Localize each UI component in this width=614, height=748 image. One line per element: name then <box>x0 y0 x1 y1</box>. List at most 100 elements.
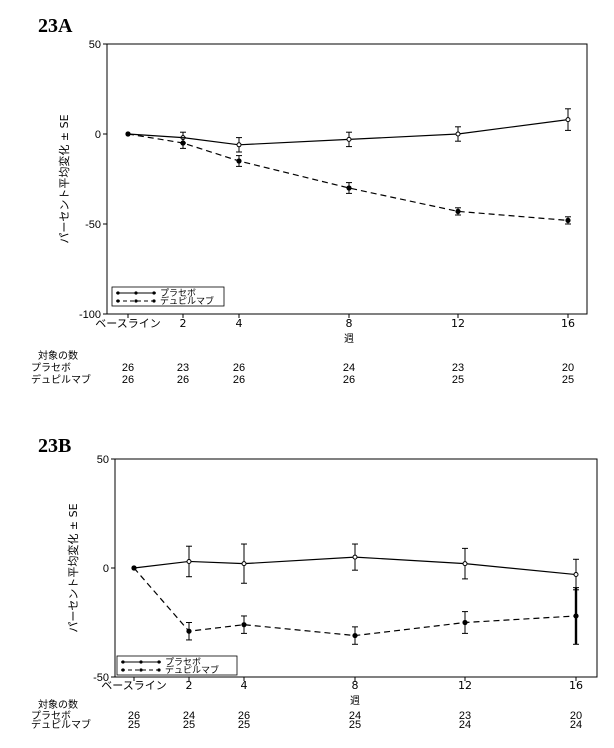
data-point <box>565 117 571 123</box>
legend-marker <box>134 291 138 295</box>
data-point <box>455 131 461 137</box>
n-table-cell: 26 <box>233 374 245 386</box>
x-axis-label: 週 <box>350 695 360 707</box>
n-table-cell: 20 <box>562 362 574 374</box>
y-tick-label: 50 <box>89 39 101 51</box>
panel-label: 23B <box>38 435 71 457</box>
data-point <box>236 142 242 148</box>
n-table-cell: 23 <box>452 362 464 374</box>
n-table-cell: 26 <box>343 374 355 386</box>
legend-label-0: プラセボ <box>160 288 196 299</box>
n-table-cell: 26 <box>122 374 134 386</box>
legend-label-1: デュピルマブ <box>165 664 219 676</box>
legend-marker <box>116 291 120 295</box>
y-axis-label: パーセント平均変化 ± SE <box>57 114 71 243</box>
data-point <box>352 632 358 639</box>
x-tick-label: ベースライン <box>101 679 166 692</box>
n-table-cell: 25 <box>562 374 574 386</box>
n-table-cell: 25 <box>128 719 140 731</box>
legend-marker <box>116 299 120 303</box>
x-tick-label: 12 <box>451 317 465 330</box>
data-point <box>462 561 468 567</box>
n-table-cell: 26 <box>238 710 250 722</box>
legend-marker <box>152 291 156 295</box>
series-line-1 <box>127 133 569 221</box>
x-tick-label: 8 <box>352 679 359 692</box>
data-point <box>186 558 192 564</box>
legend-label-1: デュピルマブ <box>160 295 214 307</box>
series-line-1 <box>133 567 577 637</box>
y-tick-label: -50 <box>93 672 109 684</box>
data-point <box>346 136 352 142</box>
series-line-0 <box>133 556 577 576</box>
data-point <box>241 622 247 628</box>
n-table-row-label: プラセボ <box>31 710 71 722</box>
x-tick-label: ベースライン <box>95 317 160 330</box>
n-table-cell: 26 <box>177 374 189 386</box>
data-point <box>236 158 242 164</box>
n-table-cell: 25 <box>452 374 464 386</box>
y-tick-label: 50 <box>97 454 109 466</box>
n-table-label: 対象の数 <box>38 349 78 362</box>
y-tick-label: 0 <box>95 129 101 141</box>
x-tick-label: 16 <box>561 317 575 330</box>
n-table-cell: 24 <box>349 710 361 722</box>
legend-marker <box>157 668 161 672</box>
n-table-cell: 23 <box>459 710 471 722</box>
legend-marker <box>121 668 125 672</box>
n-table-row-label: デュピルマブ <box>31 718 91 731</box>
n-table-cell: 20 <box>570 710 582 722</box>
n-table-cell: 25 <box>183 719 195 731</box>
legend-marker <box>139 668 143 672</box>
n-table-label: 対象の数 <box>38 698 78 711</box>
data-point <box>565 217 571 223</box>
x-tick-label: 12 <box>458 679 472 692</box>
x-tick-label: 2 <box>180 317 187 330</box>
y-tick-label: -100 <box>79 309 101 321</box>
legend-box <box>116 655 238 676</box>
legend-marker <box>121 660 125 664</box>
legend-marker <box>134 299 138 303</box>
series-line-0 <box>127 119 569 146</box>
n-table-cell: 25 <box>238 719 250 731</box>
data-point <box>573 572 579 578</box>
legend-label-0: プラセボ <box>165 657 201 668</box>
data-point <box>131 565 137 571</box>
data-point <box>352 554 358 560</box>
n-table-cell: 26 <box>128 710 140 722</box>
panel-label: 23A <box>38 15 73 37</box>
plot-frame <box>106 43 588 315</box>
data-point <box>573 613 579 619</box>
data-point <box>186 628 192 634</box>
data-point <box>462 619 468 626</box>
n-table-cell: 25 <box>349 719 361 731</box>
n-table-cell: 24 <box>183 710 195 722</box>
data-point <box>125 131 131 137</box>
n-table-row-label: プラセボ <box>31 362 71 374</box>
data-point <box>346 185 352 191</box>
n-table-cell: 24 <box>343 362 355 374</box>
x-tick-label: 4 <box>241 679 248 692</box>
x-tick-label: 8 <box>346 317 353 330</box>
data-point <box>455 208 461 214</box>
n-table-cell: 24 <box>459 719 471 731</box>
n-table-cell: 24 <box>570 719 582 731</box>
y-tick-label: -50 <box>85 219 101 231</box>
n-table-cell: 23 <box>177 362 189 374</box>
data-point <box>180 140 186 146</box>
x-tick-label: 2 <box>186 679 193 692</box>
n-table-cell: 26 <box>233 362 245 374</box>
x-axis-label: 週 <box>344 333 354 345</box>
data-point <box>241 561 247 567</box>
x-tick-label: 16 <box>569 679 583 692</box>
legend-marker <box>152 299 156 303</box>
x-tick-label: 4 <box>236 317 243 330</box>
y-axis-label: パーセント平均変化 ± SE <box>66 503 80 632</box>
n-table-row-label: デュピルマブ <box>31 373 91 386</box>
legend-marker <box>139 660 143 664</box>
n-table-cell: 26 <box>122 362 134 374</box>
y-tick-label: 0 <box>103 563 109 575</box>
